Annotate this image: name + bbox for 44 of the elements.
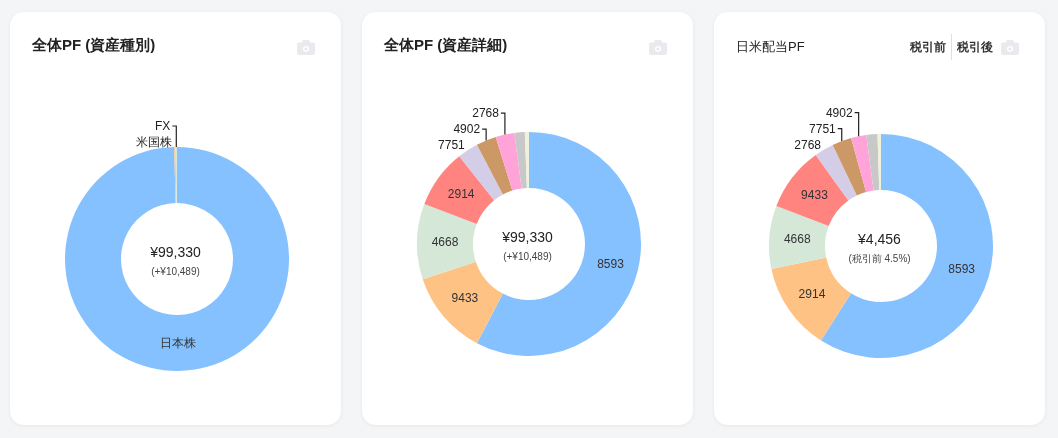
slice-label: 2914 bbox=[798, 286, 826, 301]
slice-label: 米国株 bbox=[135, 135, 172, 150]
chart-title: 全体PF (資産詳細) bbox=[384, 36, 508, 55]
slice-label: 7751 bbox=[809, 121, 837, 136]
text: (+¥10,489) bbox=[503, 250, 552, 263]
slice-label: 7751 bbox=[438, 138, 466, 153]
slice-label: 4902 bbox=[825, 105, 853, 120]
donut-slice bbox=[417, 204, 477, 280]
donut-slice bbox=[524, 132, 529, 189]
donut-slice bbox=[476, 137, 513, 195]
chart-title: 日米配当PF bbox=[736, 38, 805, 56]
slice-label: 4668 bbox=[431, 235, 459, 250]
donut-slice bbox=[832, 138, 867, 196]
donut-slice bbox=[476, 132, 641, 356]
slice-label: 8593 bbox=[597, 257, 625, 272]
slice-label: 2914 bbox=[447, 187, 475, 202]
text: ¥99,330 bbox=[150, 243, 201, 261]
text: 税引前 bbox=[910, 38, 946, 56]
donut-slice bbox=[495, 132, 522, 191]
slice-label: 8593 bbox=[948, 262, 976, 277]
text: ¥99,330 bbox=[502, 228, 553, 246]
slice-label: 2768 bbox=[794, 137, 822, 152]
donut-slice bbox=[851, 134, 874, 193]
slice-label: 9433 bbox=[451, 291, 479, 306]
text: ¥4,456 bbox=[858, 230, 901, 248]
text: 税引後 bbox=[957, 38, 993, 56]
text: (税引前 4.5%) bbox=[848, 252, 911, 265]
slice-label: 9433 bbox=[801, 187, 829, 202]
slice-label: 日本株 bbox=[160, 335, 197, 350]
slice-label: 2768 bbox=[472, 106, 500, 121]
slice-label: FX bbox=[154, 119, 171, 134]
donut-slice bbox=[422, 261, 503, 344]
text: (+¥10,489) bbox=[151, 265, 200, 278]
slice-label: 4668 bbox=[783, 232, 811, 247]
donut-slice bbox=[424, 156, 495, 225]
donut-slice bbox=[776, 154, 849, 227]
donut-slice bbox=[769, 206, 829, 270]
donut-slice bbox=[514, 132, 527, 189]
slice-label: 4902 bbox=[453, 122, 481, 137]
donut-slice bbox=[771, 257, 851, 341]
donut-slice bbox=[877, 134, 881, 191]
donut-slice bbox=[866, 134, 880, 191]
donut-slice bbox=[65, 147, 289, 371]
chart-title: 全体PF (資産種別) bbox=[32, 36, 156, 55]
